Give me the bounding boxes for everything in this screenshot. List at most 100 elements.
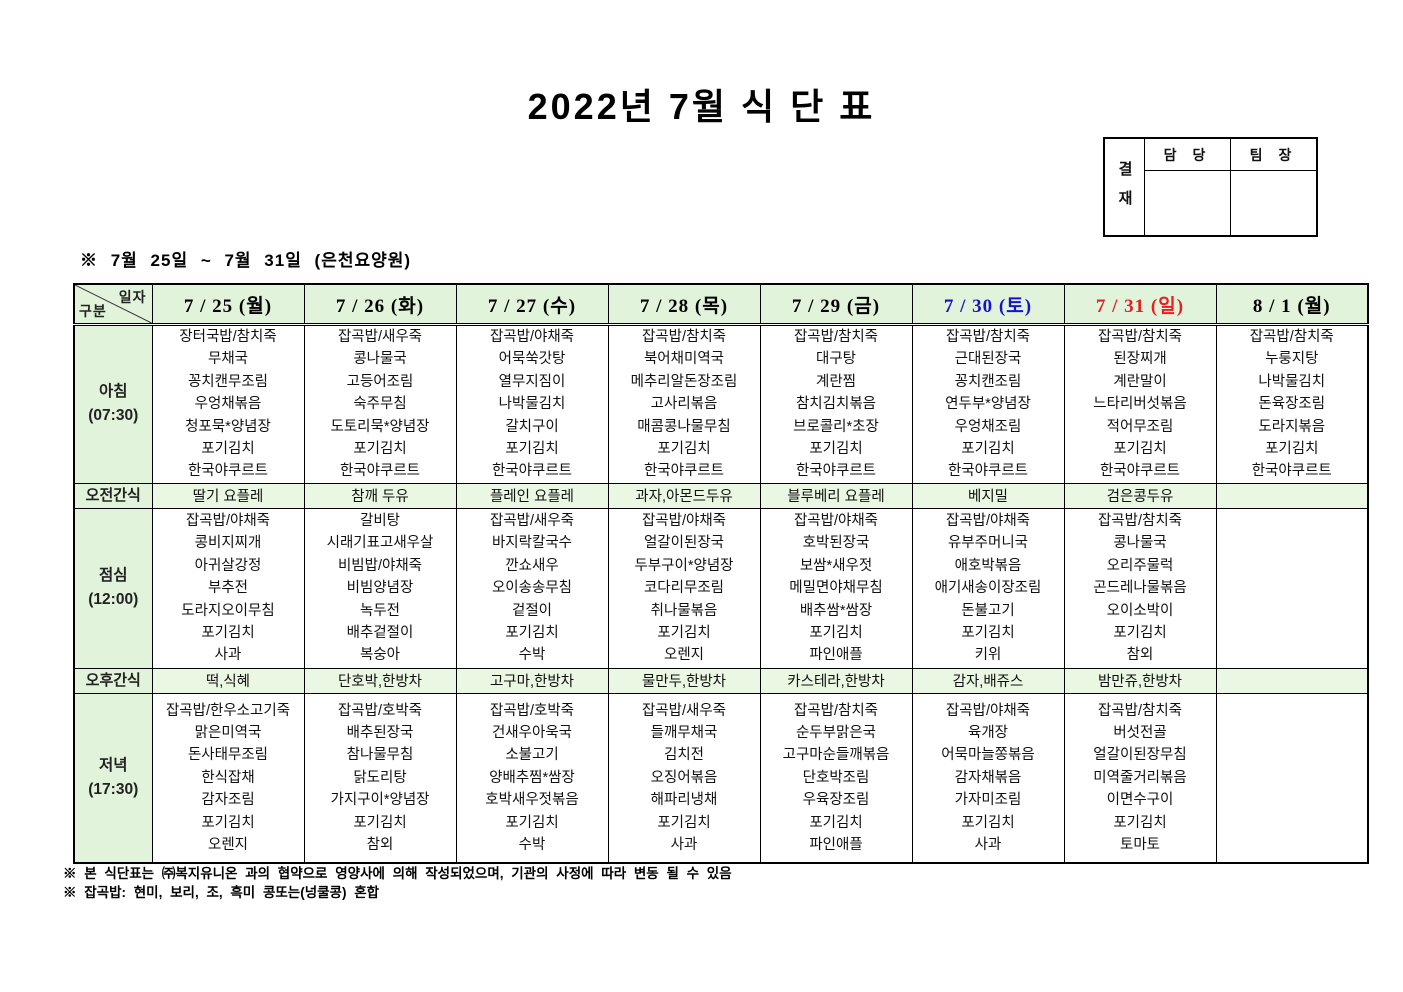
- menu-cell: 갈비탕 시래기표고새우살 비빔밥/야채죽 비빔양념장 녹두전 배추겉절이 복숭아: [303, 507, 457, 669]
- menu-item: 미역줄거리볶음: [1093, 769, 1187, 786]
- row-label: 점심 (12:00): [73, 507, 153, 669]
- menu-item: 포기김치: [809, 624, 863, 641]
- menu-item: 포기김치: [961, 441, 1015, 458]
- menu-item: 메추리알돈장조림: [630, 373, 738, 390]
- menu-item: 참치김치볶음: [795, 396, 877, 413]
- menu-cell: 잡곡밥/참치죽 대구탕 계란찜 참치김치볶음 브로콜리*초장 포기김치 한국야쿠르트: [759, 324, 913, 484]
- menu-item: 두부구이*양념장: [634, 557, 734, 574]
- menu-item: 포기김치: [353, 441, 407, 458]
- menu-cell: 잡곡밥/참치죽 버섯전골 얼갈이된장무침 미역줄거리볶음 이면수구이 포기김치 토마토: [1063, 692, 1217, 864]
- menu-item: 해파리냉채: [650, 792, 718, 809]
- menu-item: 수박: [518, 647, 546, 664]
- menu-item: 가자미조림: [954, 792, 1022, 809]
- menu-cell: 잡곡밥/야채죽 콩비지찌개 아귀살강정 부추전 도라지오이무침 포기김치 사과: [151, 507, 305, 669]
- menu-cell: 잡곡밥/참치죽 순두부맑은국 고구마순들깨볶음 단호박조림 우육장조림 포기김치 파인애플: [759, 692, 913, 864]
- menu-item: 콩나물국: [1113, 535, 1167, 552]
- snack-row: 오후간식 떡,식혜 단호박,한방차 고구마,한방차 물만두,한방차 카스테라,한방차 감자,…: [73, 667, 1369, 694]
- menu-item: 부추전: [207, 580, 249, 597]
- menu-item: 포기김치: [1113, 624, 1167, 641]
- menu-item: 한국야쿠르트: [1099, 463, 1181, 480]
- date-range-subtitle: ※ 7월 25일 ~ 7월 31일 (은천요양원): [80, 251, 412, 270]
- menu-item: 참외: [366, 837, 394, 854]
- corner-label-date: 일자: [118, 291, 147, 306]
- menu-cell: 잡곡밥/새우죽 들깨무채국 김치전 오징어볶음 해파리냉채 포기김치 사과: [607, 692, 761, 864]
- menu-item: 감자채볶음: [954, 769, 1022, 786]
- menu-item: 닭도리탕: [353, 769, 407, 786]
- snack-cell: 플레인 요플레: [455, 482, 609, 509]
- menu-item: 깐쇼새우: [505, 557, 559, 574]
- menu-item: 시래기표고새우살: [326, 535, 434, 552]
- menu-item: 포기김치: [1265, 441, 1319, 458]
- menu-item: 된장찌개: [1113, 351, 1167, 368]
- menu-cell: 잡곡밥/한우소고기죽 맑은미역국 돈사태무조림 한식잡채 감자조림 포기김치 오렌지: [151, 692, 305, 864]
- menu-item: 오렌지: [663, 647, 705, 664]
- menu-item: 포기김치: [657, 441, 711, 458]
- menu-cell: 잡곡밥/호박죽 배추된장국 참나물무침 닭도리탕 가지구이*양념장 포기김치 참외: [303, 692, 457, 864]
- menu-cell: 잡곡밥/참치죽 콩나물국 오리주물럭 곤드레나물볶음 오이소박이 포기김치 참외: [1063, 507, 1217, 669]
- menu-item: 적어무조림: [1106, 418, 1174, 435]
- menu-cell: 잡곡밥/야채죽 유부주머니국 애호박볶음 애기새송이장조림 돈불고기 포기김치 키위: [911, 507, 1065, 669]
- menu-item: 어묵쑥갓탕: [498, 351, 566, 368]
- menu-item: 도토리묵*양념장: [330, 418, 430, 435]
- snack-cell: 단호박,한방차: [303, 667, 457, 694]
- menu-item: 양배추찜*쌈장: [489, 769, 575, 786]
- menu-item: 잡곡밥/참치죽: [945, 329, 1031, 345]
- menu-cell: [1215, 507, 1369, 669]
- menu-item: 콩비지찌개: [194, 535, 262, 552]
- corner-cell: 일자 구분: [73, 283, 153, 326]
- approval-role-damdang: 담 당: [1144, 137, 1231, 171]
- menu-cell: 잡곡밥/새우죽 바지락칼국수 깐쇼새우 오이송송무침 겉절이 포기김치 수박: [455, 507, 609, 669]
- menu-item: 잡곡밥/참치죽: [793, 702, 879, 719]
- menu-item: 포기김치: [201, 814, 255, 831]
- menu-item: 돈육장조림: [1258, 396, 1326, 413]
- menu-item: 꽁치캔조림: [954, 373, 1022, 390]
- date-header: 7 / 30 (토): [911, 283, 1065, 326]
- menu-item: 바지락칼국수: [491, 535, 573, 552]
- menu-item: 포기김치: [809, 441, 863, 458]
- menu-item: 김치전: [663, 747, 705, 764]
- menu-item: 포기김치: [505, 441, 559, 458]
- menu-item: 한국야쿠르트: [1251, 463, 1332, 480]
- menu-item: 잡곡밥/야채죽: [185, 512, 271, 529]
- menu-item: 매콤콩나물무침: [637, 418, 731, 435]
- menu-item: 포기김치: [505, 624, 559, 641]
- menu-item: 잡곡밥/호박죽: [489, 702, 575, 719]
- menu-item: 한국야쿠르트: [947, 463, 1029, 480]
- menu-item: 콩나물국: [353, 351, 407, 368]
- menu-item: 잡곡밥/한우소고기죽: [165, 702, 291, 719]
- menu-item: 한국야쿠르트: [187, 463, 269, 480]
- menu-item: 사과: [670, 837, 698, 854]
- menu-item: 어묵마늘쫑볶음: [941, 747, 1035, 764]
- menu-item: 아귀살강정: [194, 557, 262, 574]
- menu-item: 한국야쿠르트: [491, 463, 573, 480]
- menu-item: 취나물볶음: [650, 602, 718, 619]
- menu-item: 우육장조림: [802, 792, 870, 809]
- snack-cell: 블루베리 요플레: [759, 482, 913, 509]
- menu-item: 장터국밥/참치죽: [179, 329, 277, 345]
- menu-item: 겉절이: [511, 602, 553, 619]
- meal-row: 아침 (07:30) 장터국밥/참치죽 무채국 꽁치캔무조림 우엉채볶음 청포묵*양념장 포…: [73, 324, 1369, 484]
- menu-item: 한식잡채: [201, 769, 255, 786]
- menu-cell: 잡곡밥/참치죽 북어채미역국 메추리알돈장조림 고사리볶음 매콤콩나물무침 포기김치 한국야…: [607, 324, 761, 484]
- menu-item: 소불고기: [505, 747, 559, 764]
- menu-item: 포기김치: [809, 814, 863, 831]
- snack-cell: 떡,식혜: [151, 667, 305, 694]
- menu-item: 돈사태무조림: [187, 747, 269, 764]
- menu-item: 사과: [214, 647, 242, 664]
- row-label: 저녁 (17:30): [73, 692, 153, 864]
- snack-cell: [1215, 667, 1369, 694]
- menu-cell: 잡곡밥/야채죽 호박된장국 보쌈*새우젓 메밀면야채무침 배추쌈*쌈장 포기김치 파인애플: [759, 507, 913, 669]
- date-header: 7 / 25 (월): [151, 283, 305, 326]
- menu-item: 육개장: [967, 725, 1009, 742]
- menu-item: 버섯전골: [1113, 725, 1167, 742]
- menu-item: 녹두전: [359, 602, 401, 619]
- row-label: 오전간식: [73, 482, 153, 509]
- approval-role-teamjang: 팀 장: [1230, 137, 1318, 171]
- date-header: 7 / 29 (금): [759, 283, 913, 326]
- footnote-line: ※ 잡곡밥: 현미, 보리, 조, 흑미 콩또는(넝쿨콩) 혼합: [63, 885, 380, 900]
- menu-item: 북어채미역국: [643, 351, 725, 368]
- menu-table-body: 아침 (07:30) 장터국밥/참치죽 무채국 꽁치캔무조림 우엉채볶음 청포묵*양념장 포…: [73, 324, 1369, 864]
- menu-item: 잡곡밥/호박죽: [337, 702, 423, 719]
- menu-item: 복숭아: [359, 647, 401, 664]
